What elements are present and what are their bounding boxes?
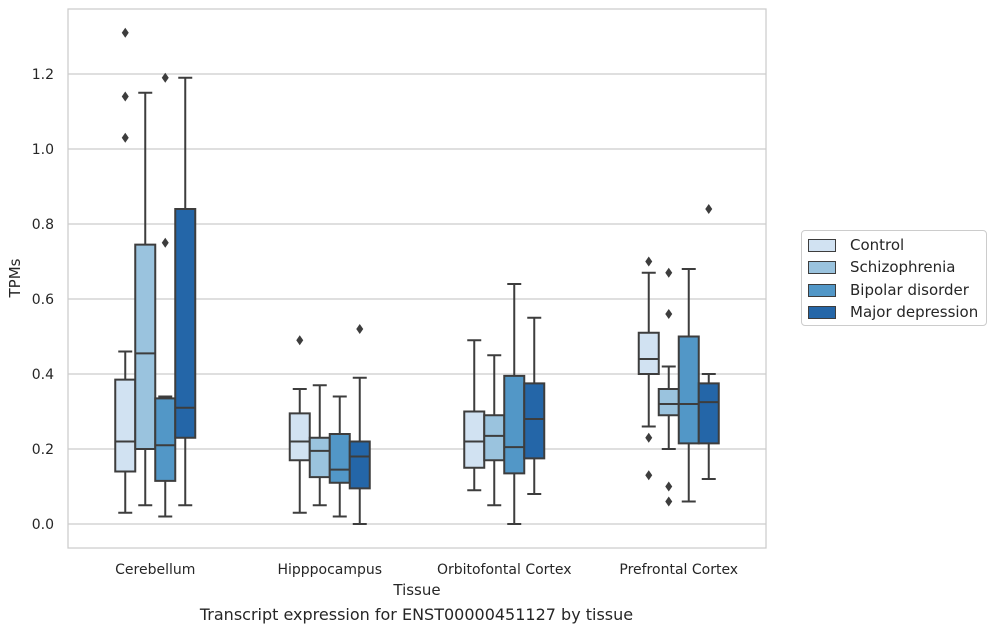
chart-caption: Transcript expression for ENST0000045112… bbox=[199, 605, 634, 624]
legend-item-bipolar-disorder: Bipolar disorder bbox=[808, 279, 969, 301]
box-group bbox=[154, 72, 177, 518]
box-group bbox=[348, 324, 371, 525]
outlier-point bbox=[121, 132, 129, 143]
outlier-point bbox=[121, 27, 129, 38]
x-tick-label: Hipppocampus bbox=[277, 562, 382, 578]
legend-label-major-depression: Major depression bbox=[850, 303, 979, 321]
legend-label-schizophrenia: Schizophrenia bbox=[850, 258, 956, 276]
y-tick-label: 0.2 bbox=[32, 442, 54, 458]
legend-item-control: Control bbox=[808, 234, 904, 256]
box-iqr bbox=[697, 382, 720, 445]
legend-label-control: Control bbox=[850, 236, 905, 254]
outlier-point bbox=[161, 72, 169, 83]
box-iqr bbox=[657, 388, 680, 417]
box-iqr bbox=[677, 335, 700, 445]
x-axis-ticks: Cerebellum Hipppocampus Orbitofontal Corte… bbox=[115, 562, 738, 578]
outlier-point bbox=[121, 91, 129, 102]
box-group bbox=[328, 395, 351, 518]
box-group bbox=[174, 76, 197, 507]
box-group bbox=[288, 335, 311, 514]
box-iqr bbox=[637, 331, 660, 375]
box-iqr bbox=[114, 378, 137, 473]
x-axis-title: Tissue bbox=[392, 581, 440, 599]
outlier-point bbox=[645, 256, 653, 267]
box-group bbox=[523, 316, 546, 495]
box-group bbox=[308, 384, 331, 507]
box-iqr bbox=[463, 410, 486, 469]
y-tick-label: 1.0 bbox=[32, 142, 54, 158]
legend: Control Schizophrenia Bipolar disorder M… bbox=[801, 230, 987, 326]
box-group bbox=[637, 256, 660, 481]
plot-area-frame bbox=[67, 8, 767, 549]
y-tick-label: 1.2 bbox=[32, 67, 54, 83]
box-iqr bbox=[523, 382, 546, 460]
legend-swatch-major-depression bbox=[808, 305, 836, 319]
outlier-point bbox=[665, 309, 673, 319]
box-group bbox=[697, 204, 720, 480]
y-tick-label: 0.0 bbox=[32, 517, 54, 533]
outlier-point bbox=[645, 432, 653, 443]
box-iqr bbox=[348, 440, 371, 490]
box-group bbox=[657, 267, 680, 507]
outlier-point bbox=[296, 335, 304, 346]
box-iqr bbox=[288, 412, 311, 462]
outlier-point bbox=[665, 496, 673, 507]
legend-swatch-bipolar-disorder bbox=[808, 283, 836, 297]
outlier-point bbox=[645, 470, 653, 481]
outlier-point bbox=[161, 237, 169, 248]
box-iqr bbox=[483, 414, 506, 462]
legend-swatch-control bbox=[808, 238, 836, 252]
x-tick-label: Prefrontal Cortex bbox=[619, 562, 738, 578]
outlier-point bbox=[356, 324, 364, 334]
y-tick-label: 0.4 bbox=[32, 367, 54, 383]
box-iqr bbox=[174, 208, 197, 439]
y-tick-label: 0.6 bbox=[32, 292, 54, 308]
box-group bbox=[463, 339, 486, 492]
y-axis-title: TPMs bbox=[6, 258, 24, 298]
box-group bbox=[677, 268, 700, 503]
box-iqr bbox=[154, 397, 177, 482]
box-iqr bbox=[308, 436, 331, 479]
box-group bbox=[134, 91, 157, 507]
box-iqr bbox=[328, 433, 351, 484]
x-tick-label: Orbitofontal Cortex bbox=[437, 562, 572, 578]
box-group bbox=[114, 27, 137, 514]
legend-label-bipolar-disorder: Bipolar disorder bbox=[850, 281, 969, 299]
legend-item-schizophrenia: Schizophrenia bbox=[808, 256, 955, 278]
box-group bbox=[483, 354, 506, 507]
box-group bbox=[503, 283, 526, 525]
box-iqr bbox=[134, 243, 157, 450]
box-iqr bbox=[503, 374, 526, 475]
legend-item-major-depression: Major depression bbox=[808, 301, 978, 323]
x-tick-label: Cerebellum bbox=[115, 562, 195, 578]
y-axis-ticks: 0.0 0.2 0.4 0.6 0.8 1.0 1.2 bbox=[32, 67, 54, 533]
legend-swatch-schizophrenia bbox=[808, 260, 836, 274]
y-tick-label: 0.8 bbox=[32, 217, 54, 233]
outlier-point bbox=[705, 204, 713, 214]
outlier-point bbox=[665, 267, 673, 278]
outlier-point bbox=[665, 481, 673, 492]
boxes bbox=[114, 27, 720, 525]
